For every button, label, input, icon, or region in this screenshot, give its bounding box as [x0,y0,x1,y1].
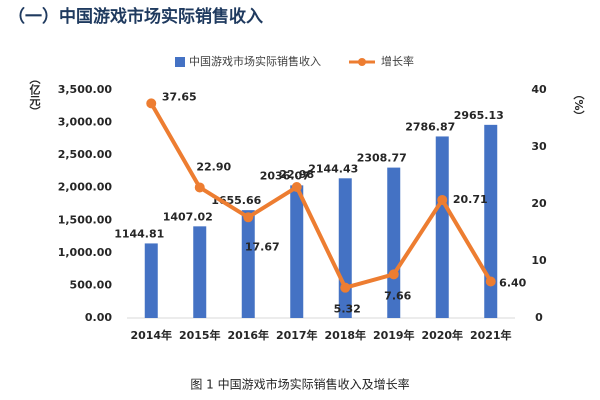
line-point [388,269,399,280]
y-tick-label: 1,500.00 [58,213,113,226]
line-value-label: 20.71 [453,193,488,206]
line-point [146,98,157,109]
y2-tick-label: 30 [531,140,547,153]
y2-tick-label: 40 [531,83,547,96]
line-value-label: 7.66 [384,289,411,302]
line-value-label: 5.32 [334,303,361,316]
y-tick-label: 1,000.00 [58,246,113,259]
bar [241,210,255,318]
x-tick-label: 2018年 [324,328,366,342]
y2-tick-label: 10 [531,254,547,267]
line-value-label: 22.90 [196,160,231,173]
y-tick-label: 3,500.00 [58,83,113,96]
y2-axis-label: （%） [572,88,586,121]
bar [484,124,498,318]
bar [435,136,449,318]
line-value-label: 22.98 [279,168,314,181]
line-point [194,182,205,193]
x-tick-label: 2020年 [421,328,463,342]
y2-tick-label: 0 [535,311,543,324]
line-point [485,276,496,287]
line-point [340,282,351,293]
y-tick-label: 2,500.00 [58,148,113,161]
x-tick-label: 2014年 [130,328,172,342]
bar [338,178,352,318]
bar [290,185,304,318]
bar-value-label: 1144.81 [114,227,164,240]
line-value-label: 17.67 [245,240,280,253]
y-axis-label: （亿元） [28,73,42,117]
page-title: （一）中国游戏市场实际销售收入 [8,6,263,27]
line-value-label: 37.65 [162,90,197,103]
line-value-label: 6.40 [499,277,526,290]
legend-label: 增长率 [381,54,414,68]
y-tick-label: 3,000.00 [58,116,113,129]
x-tick-label: 2015年 [179,328,221,342]
bar [144,243,158,318]
bar-value-label: 2786.87 [405,120,455,133]
bar [193,226,207,318]
line [149,102,493,290]
y2-tick-label: 20 [531,197,547,210]
x-tick-label: 2016年 [227,328,269,342]
line-point [243,212,254,223]
bar-value-label: 2308.77 [357,152,407,165]
x-tick-label: 2017年 [276,328,318,342]
bar [387,167,401,318]
y-tick-label: 2,000.00 [58,181,113,194]
y-tick-label: 500.00 [70,278,113,291]
legend-swatch [175,57,185,67]
y-tick-label: 0.00 [85,311,112,324]
bar-value-label: 2965.13 [454,109,504,122]
line-point [437,194,448,205]
caption: 图 1 中国游戏市场实际销售收入及增长率 [190,377,409,392]
legend-label: 中国游戏市场实际销售收入 [189,54,321,68]
bar-value-label: 2144.43 [308,162,358,175]
legend-swatch [358,58,366,66]
bar-value-label: 1407.02 [163,210,213,223]
bar-value-label: 2036.07 [260,169,310,182]
x-tick-label: 2021年 [470,328,512,342]
x-tick-label: 2019年 [373,328,415,342]
line-point [291,182,302,193]
